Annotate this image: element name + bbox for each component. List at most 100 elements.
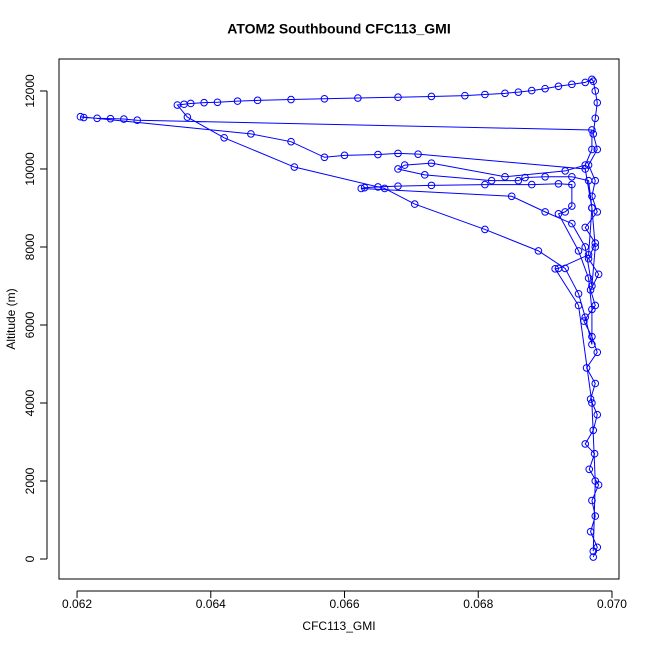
data-point — [588, 496, 596, 505]
data-point — [584, 274, 593, 282]
data-point — [582, 364, 591, 372]
data-point — [590, 449, 599, 458]
data-point — [76, 112, 85, 121]
data-point — [200, 98, 208, 107]
data-point — [507, 192, 516, 201]
data-point — [581, 243, 590, 251]
data-point — [340, 151, 349, 160]
data-point — [588, 126, 596, 134]
data-point — [394, 182, 402, 190]
data-point — [586, 286, 595, 294]
data-point — [589, 547, 598, 555]
data-point — [589, 77, 598, 86]
data-point — [461, 91, 469, 100]
y-tick-label: 0 — [23, 555, 37, 562]
data-point — [568, 180, 576, 189]
data-point — [581, 223, 590, 232]
data-point — [427, 159, 436, 167]
data-point — [588, 192, 596, 201]
data-point — [541, 208, 549, 216]
data-point — [93, 114, 101, 123]
data-point — [287, 137, 295, 146]
x-axis-label: CFC113_GMI — [302, 619, 375, 633]
data-point — [584, 250, 593, 259]
data-point — [591, 379, 600, 388]
data-point — [527, 180, 536, 189]
data-point — [487, 176, 496, 185]
data-point — [568, 80, 576, 89]
x-tick-label: 0.068 — [463, 597, 493, 611]
data-point — [561, 208, 569, 216]
y-tick-label: 8000 — [23, 233, 37, 260]
data-point — [589, 553, 598, 561]
data-point — [120, 115, 128, 123]
data-point — [568, 172, 576, 181]
data-point — [420, 171, 429, 179]
data-point — [514, 88, 523, 96]
data-point — [588, 75, 596, 84]
data-point — [593, 208, 602, 216]
data-point — [290, 163, 299, 171]
x-tick-label: 0.064 — [196, 597, 226, 611]
data-point — [588, 282, 596, 290]
data-point — [374, 150, 382, 159]
data-point — [589, 426, 598, 435]
data-point — [568, 202, 576, 210]
data-point — [394, 149, 402, 158]
data-point — [574, 247, 583, 255]
data-point — [586, 527, 595, 536]
data-point — [581, 313, 590, 321]
data-point — [374, 183, 382, 191]
data-point — [410, 200, 419, 208]
data-point — [588, 145, 596, 154]
data-point — [588, 399, 596, 407]
data-point — [400, 161, 409, 169]
y-tick-label: 4000 — [23, 389, 37, 416]
data-point — [594, 270, 603, 279]
data-point — [586, 395, 595, 403]
data-point — [427, 181, 436, 190]
data-point — [581, 78, 590, 87]
data-point — [183, 113, 192, 121]
data-point — [585, 465, 594, 474]
data-point — [584, 254, 593, 263]
x-tick-label: 0.066 — [330, 597, 360, 611]
data-point — [106, 114, 115, 123]
data-point — [541, 84, 549, 93]
y-tick-label: 2000 — [23, 467, 37, 494]
y-tick-label: 6000 — [23, 311, 37, 338]
data-point — [233, 97, 242, 105]
data-point — [481, 90, 489, 99]
data-point — [591, 477, 600, 485]
data-point — [591, 87, 600, 95]
data-point — [247, 130, 255, 138]
data-point — [554, 264, 563, 273]
data-point — [427, 92, 436, 101]
data-point — [591, 239, 600, 247]
data-point — [534, 247, 543, 255]
data-point — [554, 180, 563, 188]
data-point — [541, 172, 549, 181]
y-tick-label: 10000 — [23, 152, 37, 186]
data-point — [574, 289, 583, 298]
data-point — [521, 173, 529, 182]
data-point — [320, 153, 329, 162]
data-point — [589, 130, 598, 138]
data-point — [527, 86, 536, 95]
data-point — [213, 98, 222, 107]
data-point — [591, 243, 600, 251]
chart-title: ATOM2 Southbound CFC113_GMI — [227, 21, 451, 37]
data-point — [588, 332, 596, 341]
data-point — [580, 317, 588, 325]
plot-frame — [58, 58, 620, 580]
y-axis-label: Altitude (m) — [4, 288, 18, 349]
data-point — [588, 305, 596, 314]
x-tick-label: 0.062 — [62, 597, 92, 611]
data-point — [588, 204, 596, 212]
data-point — [394, 93, 402, 102]
data-point — [320, 94, 329, 103]
data-point — [593, 348, 602, 357]
data-point — [357, 184, 366, 193]
data-point — [593, 145, 602, 154]
